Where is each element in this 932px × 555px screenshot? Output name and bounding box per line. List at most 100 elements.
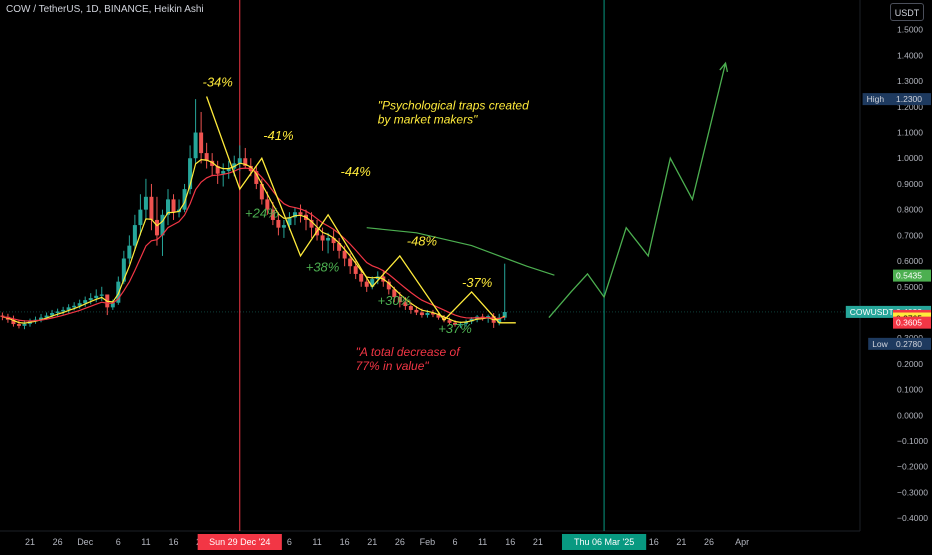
y-tick-label: 0.6000 xyxy=(897,256,923,266)
note-text: by market makers" xyxy=(378,112,478,126)
candle xyxy=(265,191,270,215)
candle xyxy=(55,308,60,317)
candle xyxy=(0,312,5,321)
descending-trend-curve xyxy=(366,227,555,276)
candle xyxy=(320,227,325,251)
percent-annotation: +38% xyxy=(306,259,340,274)
x-tick-label: 11 xyxy=(312,537,321,547)
percent-annotation: -44% xyxy=(341,164,371,179)
candle xyxy=(99,286,104,301)
svg-text:0.2780: 0.2780 xyxy=(896,339,922,349)
percent-annotation: -37% xyxy=(462,275,492,290)
candle xyxy=(430,309,435,318)
svg-text:High: High xyxy=(867,94,885,104)
note-text: 77% in value" xyxy=(356,359,430,373)
percent-annotation: -34% xyxy=(203,74,233,89)
candle xyxy=(254,165,259,190)
candle xyxy=(132,214,137,251)
crosshair-date-label: Sun 29 Dec '24 xyxy=(197,534,282,550)
chart-header-title: COW / TetherUS, 1D, BINANCE, Heikin Ashi xyxy=(6,4,204,15)
candle xyxy=(204,142,209,169)
y-tick-label: −0.3000 xyxy=(897,487,928,497)
svg-text:COWUSDT: COWUSDT xyxy=(850,307,894,317)
y-tick-label: 1.3000 xyxy=(897,76,923,86)
candle xyxy=(149,183,154,231)
candle xyxy=(309,212,314,238)
x-tick-label: 16 xyxy=(340,537,350,547)
candle xyxy=(326,232,331,254)
candle xyxy=(16,319,21,329)
candle xyxy=(154,196,159,246)
currency-button[interactable]: USDT xyxy=(890,3,924,21)
x-tick-label: 26 xyxy=(704,537,714,547)
candle xyxy=(215,160,220,184)
candle xyxy=(50,309,55,319)
candle xyxy=(281,219,286,238)
note-text: "Psychological traps created xyxy=(378,98,529,112)
candle xyxy=(171,194,176,220)
candle xyxy=(298,204,303,223)
crosshair-date-label: Thu 06 Mar '25 xyxy=(561,534,647,550)
candle xyxy=(359,268,364,287)
candle xyxy=(61,306,66,315)
candle xyxy=(182,183,187,213)
x-tick-label: Feb xyxy=(420,537,436,547)
candle xyxy=(22,320,27,330)
percent-annotation: -48% xyxy=(407,234,437,249)
percent-annotation: +24% xyxy=(245,205,279,220)
y-tick-label: 1.2000 xyxy=(897,102,923,112)
candle xyxy=(199,111,204,164)
x-tick-label: Apr xyxy=(735,537,749,547)
x-tick-label: 26 xyxy=(395,537,405,547)
projection-path xyxy=(548,62,727,319)
price-label: 0.5435 xyxy=(893,269,931,282)
y-tick-label: 0.1000 xyxy=(897,385,923,395)
candle xyxy=(138,194,143,236)
svg-text:Sun 29 Dec '24: Sun 29 Dec '24 xyxy=(209,537,270,547)
candle xyxy=(331,230,336,251)
candle xyxy=(166,189,170,226)
note-text: "A total decrease of xyxy=(356,345,462,359)
y-tick-label: 0.8000 xyxy=(897,205,923,215)
x-tick-label: 6 xyxy=(287,537,292,547)
candle xyxy=(193,99,198,164)
svg-text:0.3605: 0.3605 xyxy=(896,318,922,328)
y-tick-label: 1.5000 xyxy=(897,25,923,35)
x-tick-label: 11 xyxy=(141,537,150,547)
candle xyxy=(408,302,413,314)
candle xyxy=(270,201,275,226)
x-tick-label: 6 xyxy=(116,537,121,547)
candle xyxy=(502,263,507,321)
y-tick-label: 0.7000 xyxy=(897,230,923,240)
svg-text:0.5435: 0.5435 xyxy=(896,271,922,281)
percent-annotation: -41% xyxy=(263,128,293,143)
price-label: High 1.2300 xyxy=(862,93,931,106)
candle xyxy=(221,163,226,187)
candle xyxy=(88,293,93,305)
price-label: 0.3605 xyxy=(893,316,931,329)
candle xyxy=(66,304,71,314)
percent-annotation: +37% xyxy=(438,321,472,336)
y-tick-label: 1.0000 xyxy=(897,153,923,163)
x-tick-label: 21 xyxy=(533,537,543,547)
y-tick-label: 1.4000 xyxy=(897,50,923,60)
candle xyxy=(386,279,391,295)
candle xyxy=(210,153,215,177)
y-tick-label: −0.1000 xyxy=(897,436,928,446)
y-tick-label: 1.1000 xyxy=(897,128,923,138)
x-tick-label: 11 xyxy=(478,537,487,547)
candle xyxy=(276,212,281,236)
svg-text:1.2300: 1.2300 xyxy=(896,94,922,104)
x-tick-label: 26 xyxy=(53,537,63,547)
projection-arrow-head xyxy=(719,61,729,73)
x-tick-label: 16 xyxy=(649,537,659,547)
candle xyxy=(464,319,469,327)
candle xyxy=(337,237,342,259)
x-tick-label: 16 xyxy=(505,537,515,547)
y-tick-label: −0.2000 xyxy=(897,462,928,472)
candle xyxy=(160,209,165,256)
candle xyxy=(94,289,99,303)
